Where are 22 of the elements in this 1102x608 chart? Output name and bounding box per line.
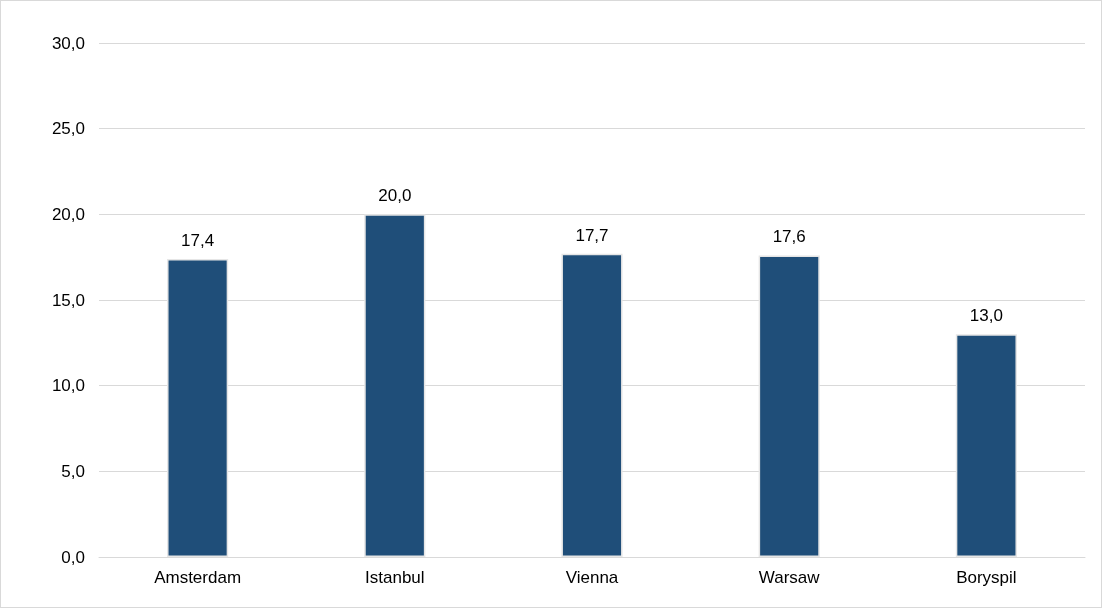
y-tick-label: 0,0 (61, 547, 85, 567)
y-tick-label: 25,0 (51, 119, 85, 139)
bar (364, 214, 426, 557)
bar (561, 253, 623, 557)
data-label: 20,0 (378, 186, 412, 206)
x-tick-label: Warsaw (758, 568, 821, 587)
x-tick-label: Boryspil (956, 568, 1017, 587)
x-tick-label: Vienna (565, 568, 619, 587)
x-tick-label: Amsterdam (154, 568, 242, 587)
bar (758, 255, 820, 557)
data-label: 13,0 (969, 306, 1003, 326)
y-tick-label: 5,0 (61, 461, 85, 481)
bar (955, 334, 1017, 557)
data-label: 17,6 (772, 227, 806, 247)
y-tick-label: 15,0 (51, 290, 85, 310)
data-label: 17,4 (181, 230, 215, 250)
x-tick-label: Istanbul (365, 568, 425, 587)
y-tick-label: 30,0 (51, 33, 85, 53)
data-label: 17,7 (575, 225, 609, 245)
y-tick-label: 20,0 (51, 204, 85, 224)
bar (167, 258, 229, 557)
y-tick-label: 10,0 (51, 376, 85, 396)
